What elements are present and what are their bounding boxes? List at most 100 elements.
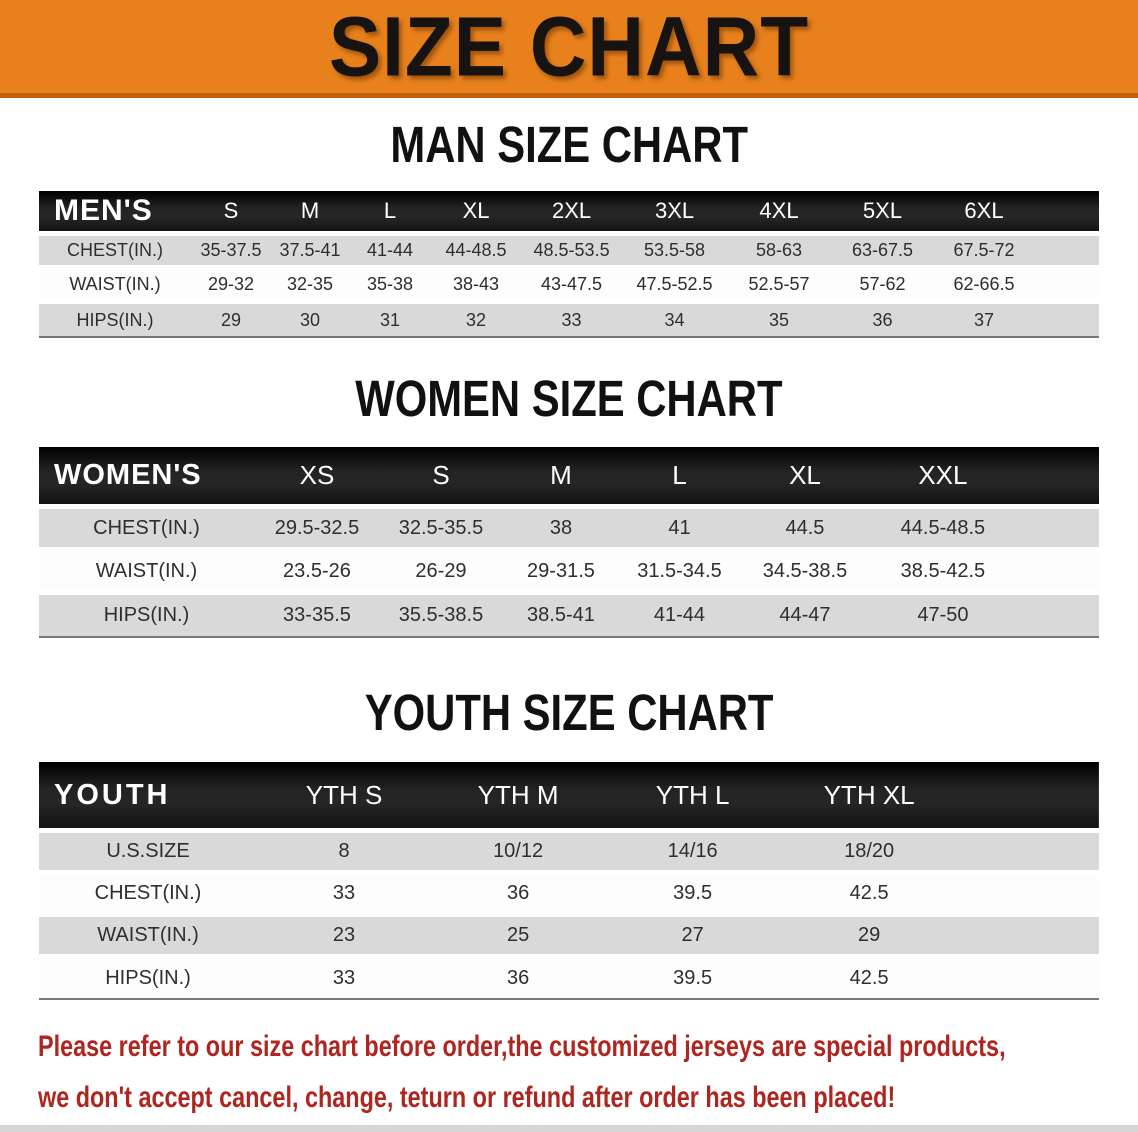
spacer-cell [958, 762, 1099, 830]
measurement-value: 48.5-53.5 [521, 231, 623, 268]
measurement-value: 41-44 [619, 590, 739, 636]
measurement-value: 42.5 [780, 869, 959, 915]
disclaimer-line-2: we don't accept cancel, change, teturn o… [38, 1075, 1138, 1126]
measurement-value: 52.5-57 [727, 265, 831, 302]
measurement-value: 23 [257, 911, 432, 957]
measurement-row: WAIST(IN.) 29-32 32-35 35-38 38-43 43-47.5 47.… [39, 265, 1099, 302]
measurement-label: HIPS(IN.) [39, 299, 191, 336]
youth-size-table-wrap: YOUTH YTH S YTH M YTH L YTH XL U.S.SIZE 8 10/12… [39, 762, 1099, 1001]
men-size-table-wrap: MEN'S S M L XL 2XL 3XL 4XL 5XL 6XL CHEST(IN.) 35-37… [39, 190, 1099, 338]
measurement-value: 33-35.5 [253, 590, 380, 636]
measurement-value: 36 [431, 953, 606, 999]
size-column-header: 5XL [862, 198, 903, 224]
size-column-header: M [550, 459, 572, 490]
size-column-header: S [223, 198, 239, 224]
spacer-cell [958, 827, 1099, 873]
size-column-header: L [672, 459, 687, 490]
size-group-label: WOMEN'S [54, 458, 202, 491]
size-column-header: YTH S [305, 779, 383, 810]
measurement-row: CHEST(IN.) 35-37.5 37.5-41 41-44 44-48.5 48.5… [39, 231, 1099, 268]
bottom-edge-strip [0, 1125, 1138, 1132]
size-column-header: YTH L [655, 779, 730, 810]
measurement-label: WAIST(IN.) [39, 547, 254, 593]
measurement-row: HIPS(IN.) 33-35.5 35.5-38.5 38.5-41 41-44 44-… [39, 590, 1099, 636]
measurement-label: CHEST(IN.) [39, 504, 254, 550]
measurement-row: CHEST(IN.) 33 36 39.5 42.5 [39, 869, 1099, 915]
measurement-label: CHEST(IN.) [39, 231, 191, 268]
section-heading-text: MAN SIZE CHART [390, 117, 748, 174]
measurement-label: WAIST(IN.) [39, 911, 258, 957]
measurement-value: 14/16 [605, 827, 781, 873]
measurement-value: 29-32 [191, 265, 272, 302]
disclaimer-line-2-text: we don't accept cancel, change, teturn o… [38, 1081, 896, 1115]
women-size-table-wrap: WOMEN'S XS S M L XL XXL CHEST(IN.) 29.5-32.5 32.5… [39, 446, 1099, 638]
measurement-value: 33 [521, 299, 623, 336]
measurement-value: 37.5-41 [271, 231, 350, 268]
measurement-value: 29-31.5 [501, 547, 620, 593]
measurement-value: 44-47 [738, 590, 871, 636]
spacer-cell [958, 911, 1099, 957]
size-column-header: M [300, 198, 320, 224]
measurement-value: 67.5-72 [934, 231, 1034, 268]
measurement-value: 32.5-35.5 [379, 504, 502, 550]
section-heading-text: YOUTH SIZE CHART [364, 684, 774, 742]
measurement-value: 34 [622, 299, 727, 336]
measurement-value: 39.5 [605, 953, 781, 999]
size-group-label: YOUTH [54, 778, 171, 811]
spacer-cell [1033, 231, 1099, 268]
measurement-label: HIPS(IN.) [39, 590, 254, 636]
spacer-cell [1014, 504, 1099, 550]
measurement-value: 36 [830, 299, 935, 336]
measurement-value: 47.5-52.5 [622, 265, 727, 302]
measurement-label: WAIST(IN.) [39, 265, 191, 302]
measurement-value: 38.5-41 [501, 590, 620, 636]
size-column-header: XS [299, 459, 335, 490]
measurement-value: 33 [257, 953, 432, 999]
measurement-value: 26-29 [379, 547, 502, 593]
size-column-header: XL [462, 198, 490, 224]
spacer-cell [1014, 547, 1099, 593]
measurement-value: 63-67.5 [830, 231, 935, 268]
size-column-header: 4XL [759, 198, 799, 224]
section-heading: YOUTH SIZE CHART [0, 685, 1138, 741]
measurement-row: U.S.SIZE 8 10/12 14/16 18/20 [39, 827, 1099, 873]
spacer-cell [1015, 447, 1099, 507]
measurement-value: 39.5 [605, 869, 781, 915]
measurement-value: 41-44 [349, 231, 432, 268]
measurement-value: 32-35 [271, 265, 350, 302]
measurement-value: 29 [780, 911, 959, 957]
measurement-value: 43-47.5 [521, 265, 623, 302]
section-heading: WOMEN SIZE CHART [0, 371, 1138, 427]
measurement-value: 35-37.5 [191, 231, 272, 268]
size-column-header: YTH M [477, 779, 559, 810]
disclaimer-note: Please refer to our size chart before or… [0, 1024, 1138, 1126]
measurement-value: 44-48.5 [431, 231, 522, 268]
measurement-value: 31 [349, 299, 432, 336]
measurement-value: 42.5 [780, 953, 959, 999]
measurement-label: HIPS(IN.) [39, 953, 258, 999]
size-chart-banner: SIZE CHART [0, 0, 1138, 98]
measurement-value: 41 [619, 504, 739, 550]
spacer-cell [1033, 265, 1099, 302]
measurement-value: 31.5-34.5 [619, 547, 739, 593]
measurement-value: 34.5-38.5 [738, 547, 871, 593]
measurement-value: 29 [191, 299, 272, 336]
measurement-row: WAIST(IN.) 23 25 27 29 [39, 911, 1099, 957]
measurement-value: 23.5-26 [253, 547, 380, 593]
measurement-value: 36 [431, 869, 606, 915]
measurement-value: 25 [431, 911, 606, 957]
measurement-value: 53.5-58 [622, 231, 727, 268]
size-column-header: XXL [918, 459, 968, 490]
measurement-value: 18/20 [780, 827, 959, 873]
youth-size-chart-section: YOUTH SIZE CHART YOUTH YTH S YTH M YTH L YTH… [0, 685, 1138, 1001]
spacer-cell [1034, 191, 1099, 234]
disclaimer-line-1-text: Please refer to our size chart before or… [38, 1030, 1006, 1064]
measurement-row: HIPS(IN.) 29 30 31 32 33 34 35 36 37 [39, 299, 1099, 336]
measurement-value: 35.5-38.5 [379, 590, 502, 636]
measurement-label: U.S.SIZE [39, 827, 258, 873]
measurement-row: HIPS(IN.) 33 36 39.5 42.5 [39, 953, 1099, 999]
size-charts: MAN SIZE CHART MEN'S S M L XL 2XL 3XL 4XL 5XL 6XL… [0, 117, 1138, 1126]
measurement-value: 44.5-48.5 [870, 504, 1015, 550]
size-column-header: 3XL [654, 198, 695, 224]
measurement-value: 29.5-32.5 [253, 504, 380, 550]
